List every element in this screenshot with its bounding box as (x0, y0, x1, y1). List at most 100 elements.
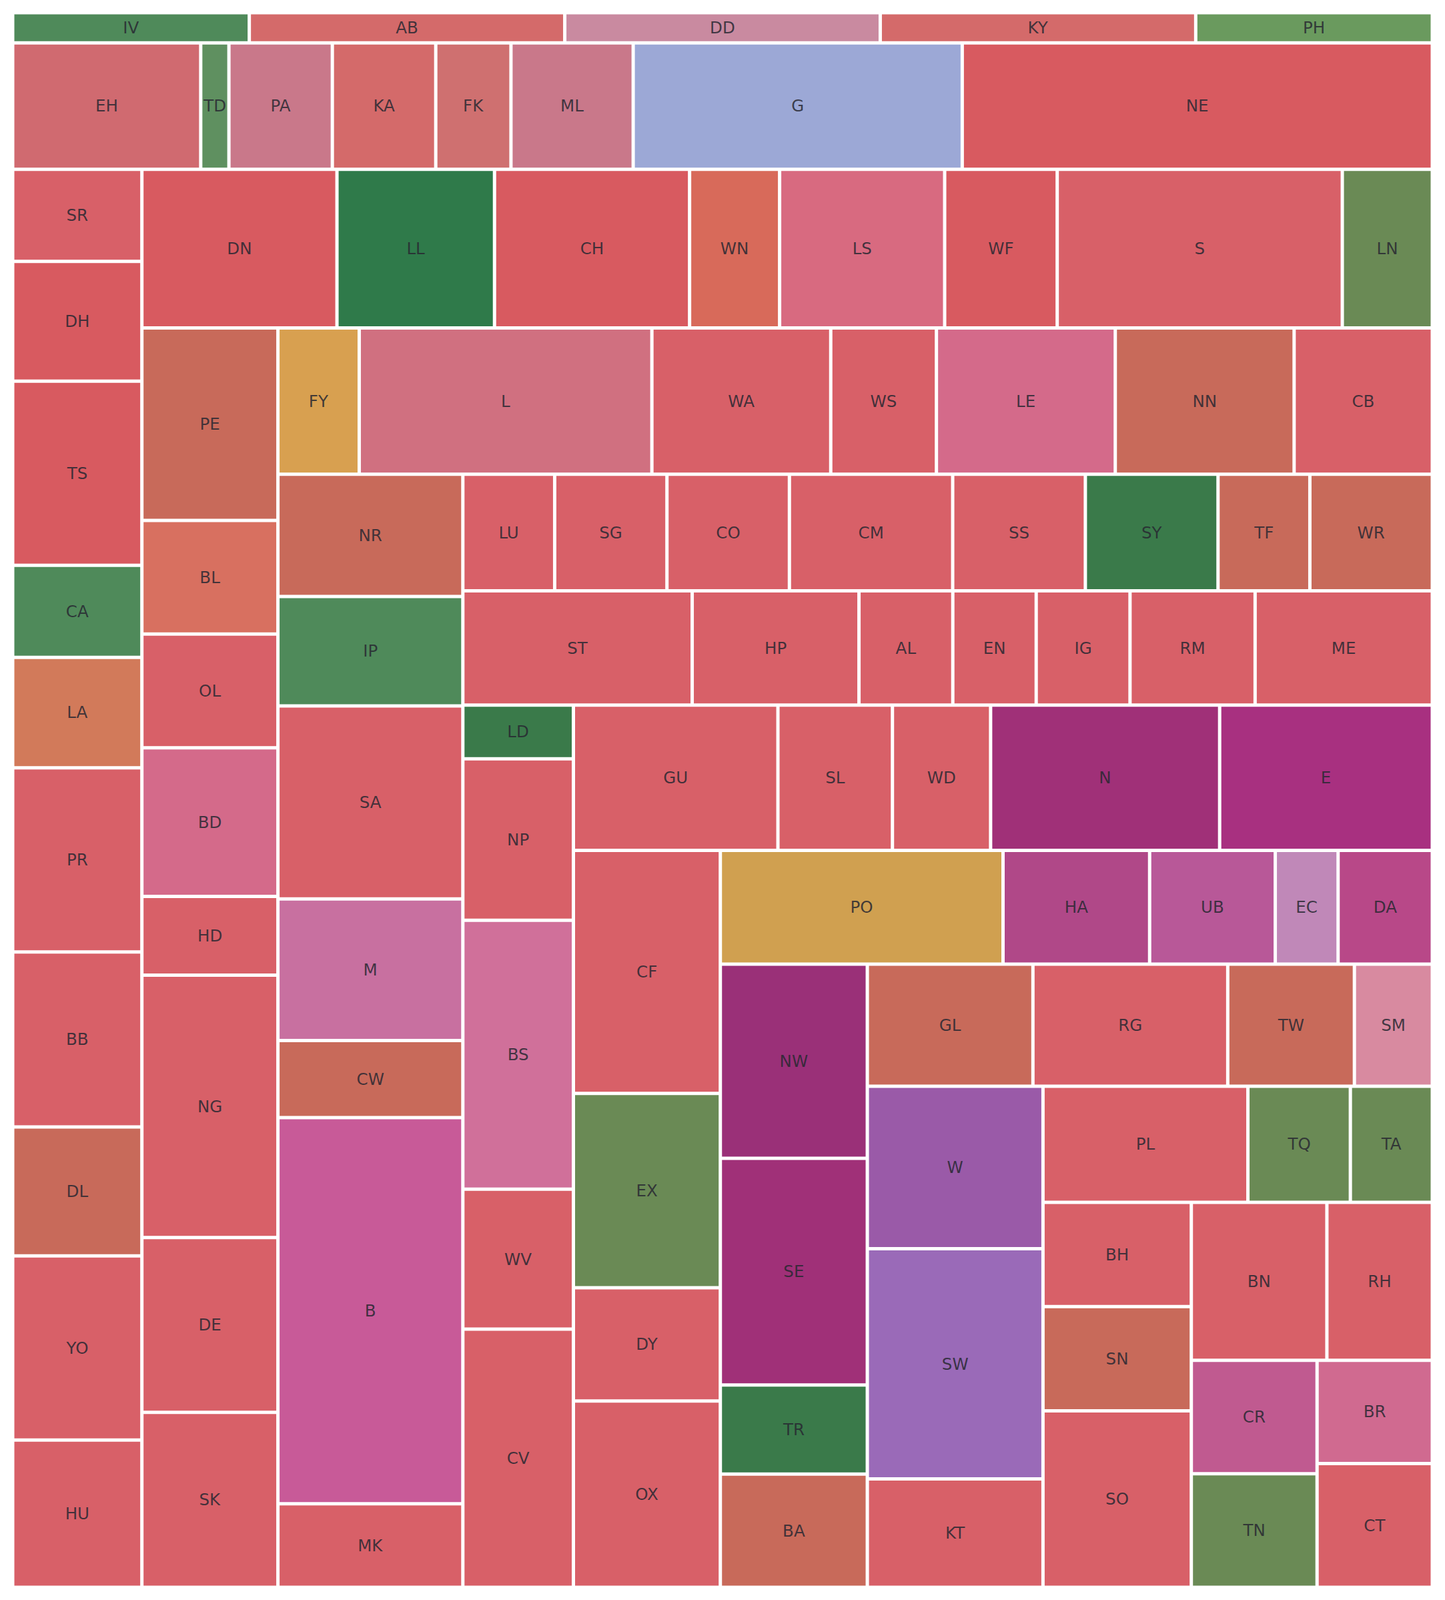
svg-text:TN: TN (1242, 1520, 1265, 1540)
svg-text:NP: NP (507, 829, 530, 850)
svg-text:DE: DE (198, 1314, 221, 1335)
svg-text:SN: SN (1106, 1348, 1129, 1369)
svg-text:B: B (364, 1300, 377, 1321)
svg-text:TS: TS (66, 463, 89, 484)
svg-text:CF: CF (636, 961, 658, 982)
svg-text:EC: EC (1295, 897, 1318, 917)
svg-text:HU: HU (65, 1503, 90, 1524)
svg-text:TA: TA (1380, 1134, 1402, 1154)
svg-text:WA: WA (727, 391, 755, 411)
svg-text:BH: BH (1105, 1244, 1129, 1265)
svg-text:IP: IP (362, 641, 378, 661)
svg-text:MK: MK (357, 1535, 383, 1556)
svg-text:TR: TR (782, 1419, 805, 1439)
svg-text:WR: WR (1357, 523, 1385, 543)
svg-text:AL: AL (895, 638, 917, 658)
svg-text:WF: WF (988, 238, 1014, 259)
svg-text:TW: TW (1277, 1015, 1305, 1035)
svg-text:WS: WS (870, 391, 898, 411)
svg-text:DL: DL (66, 1181, 89, 1201)
svg-text:DH: DH (64, 311, 90, 331)
svg-text:SL: SL (825, 767, 846, 788)
svg-text:LU: LU (498, 523, 519, 543)
svg-text:DD: DD (709, 18, 736, 38)
svg-text:KA: KA (372, 96, 395, 116)
svg-text:PA: PA (270, 96, 291, 116)
svg-text:SG: SG (599, 523, 623, 543)
svg-text:SR: SR (66, 205, 89, 225)
svg-text:CR: CR (1242, 1406, 1266, 1427)
svg-text:SK: SK (198, 1489, 221, 1510)
svg-text:M: M (363, 959, 378, 980)
svg-text:IG: IG (1074, 638, 1092, 658)
svg-text:ME: ME (1331, 638, 1357, 658)
svg-text:OX: OX (635, 1484, 659, 1504)
svg-text:CH: CH (580, 238, 605, 259)
svg-text:N: N (1098, 767, 1111, 788)
svg-text:L: L (501, 391, 511, 411)
svg-text:NE: NE (1186, 96, 1209, 116)
svg-text:CO: CO (715, 523, 740, 543)
svg-text:RG: RG (1118, 1015, 1143, 1035)
svg-text:LE: LE (1016, 391, 1036, 411)
svg-text:SM: SM (1380, 1015, 1406, 1035)
svg-text:EH: EH (95, 96, 119, 116)
svg-text:KT: KT (945, 1523, 966, 1543)
svg-text:HD: HD (197, 925, 223, 946)
svg-text:CB: CB (1351, 391, 1375, 411)
svg-text:WD: WD (927, 767, 956, 788)
svg-text:TQ: TQ (1286, 1134, 1311, 1154)
svg-text:SS: SS (1008, 523, 1030, 543)
svg-text:PL: PL (1136, 1134, 1156, 1154)
svg-text:SY: SY (1141, 523, 1163, 543)
svg-text:CT: CT (1363, 1515, 1386, 1536)
svg-text:TF: TF (1253, 523, 1274, 543)
svg-text:RM: RM (1179, 638, 1205, 658)
svg-text:GU: GU (663, 767, 688, 788)
svg-text:CM: CM (858, 523, 884, 543)
svg-text:EN: EN (983, 638, 1007, 658)
svg-text:E: E (1320, 767, 1332, 788)
svg-text:NN: NN (1192, 391, 1217, 411)
svg-text:LA: LA (66, 702, 88, 722)
svg-text:FY: FY (308, 391, 329, 411)
svg-text:WN: WN (720, 238, 750, 259)
svg-text:YO: YO (66, 1338, 89, 1358)
svg-text:TD: TD (202, 96, 227, 116)
svg-text:LS: LS (852, 238, 872, 259)
svg-text:BB: BB (66, 1029, 89, 1049)
svg-text:SA: SA (359, 792, 382, 812)
svg-text:G: G (791, 96, 804, 116)
svg-text:BS: BS (507, 1044, 530, 1065)
svg-text:PR: PR (66, 849, 89, 870)
svg-text:SW: SW (941, 1354, 969, 1374)
svg-text:DA: DA (1373, 897, 1397, 917)
svg-text:LL: LL (406, 238, 425, 259)
svg-text:PE: PE (199, 414, 220, 434)
svg-text:GL: GL (939, 1015, 962, 1035)
svg-text:CW: CW (356, 1069, 384, 1089)
svg-text:IV: IV (122, 18, 139, 38)
svg-text:S: S (1194, 238, 1206, 259)
svg-text:DY: DY (635, 1334, 659, 1354)
svg-text:PO: PO (850, 897, 874, 917)
svg-text:BD: BD (198, 812, 223, 832)
svg-text:FK: FK (462, 96, 484, 116)
svg-text:NW: NW (779, 1051, 809, 1071)
svg-text:HA: HA (1064, 897, 1089, 917)
svg-text:HP: HP (764, 638, 787, 658)
svg-text:BN: BN (1247, 1271, 1271, 1291)
svg-text:SO: SO (1105, 1489, 1129, 1509)
svg-text:NR: NR (358, 525, 382, 546)
svg-text:OL: OL (198, 681, 221, 701)
svg-text:NG: NG (197, 1096, 223, 1117)
svg-text:ST: ST (567, 638, 589, 658)
svg-text:W: W (947, 1157, 964, 1177)
svg-text:WV: WV (504, 1249, 532, 1269)
svg-text:CV: CV (507, 1448, 530, 1468)
svg-text:AB: AB (395, 18, 419, 38)
svg-text:BA: BA (782, 1521, 806, 1541)
svg-text:SE: SE (783, 1261, 804, 1281)
svg-text:BL: BL (199, 567, 221, 588)
svg-text:KY: KY (1028, 18, 1049, 38)
